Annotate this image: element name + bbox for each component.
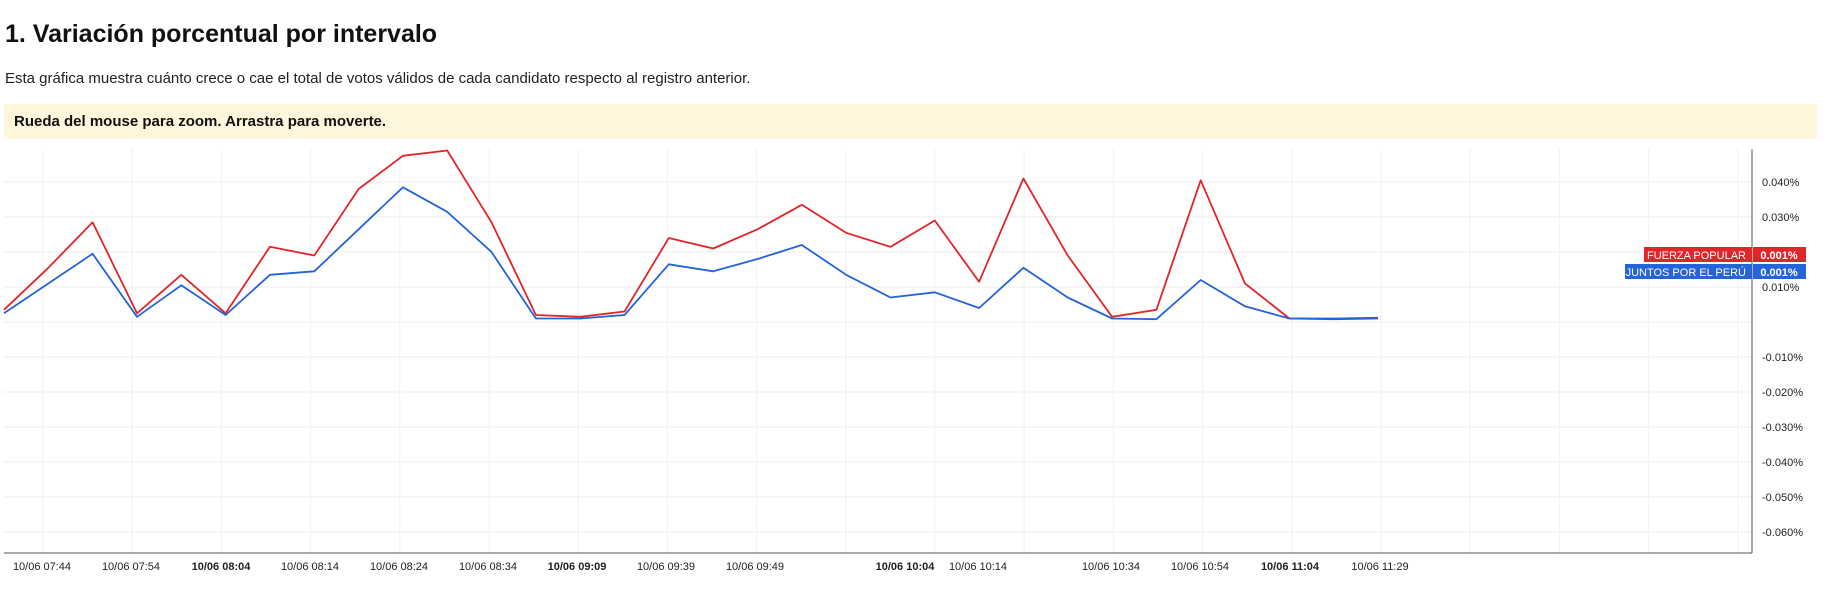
x-tick-label: 10/06 10:04 [876, 561, 936, 573]
y-tick-label: 0.040% [1762, 177, 1800, 189]
chart-grid [4, 149, 1752, 553]
series-value-tag [1753, 264, 1806, 279]
zoom-hint-text: Rueda del mouse para zoom. Arrastra para… [14, 113, 387, 130]
chart-series [3, 149, 1379, 321]
x-axis-labels: 10/06 07:44 10/06 07:54 10/06 08:04 10/06 0… [13, 561, 1409, 573]
x-tick-label: 10/06 10:34 [1082, 561, 1140, 573]
x-tick-label: 10/06 11:04 [1261, 561, 1320, 573]
series-name-label: JUNTOS POR EL PERÚ [1626, 266, 1746, 279]
series-name-tag [1625, 264, 1752, 279]
last-value-tags: FUERZA POPULAR 0.001% JUNTOS POR EL PERÚ 0.… [1625, 247, 1806, 279]
x-tick-label: 10/06 07:44 [13, 561, 71, 573]
y-tick-label: -0.050% [1762, 492, 1803, 504]
series-name-label: FUERZA POPULAR [1647, 250, 1746, 262]
series-name-tag [1644, 247, 1752, 262]
series-line-juntos-por-el-peru [3, 186, 1379, 321]
y-tick-label: -0.010% [1762, 352, 1803, 364]
chart-axes [4, 149, 1753, 554]
series-line-fuerza-popular [3, 149, 1379, 321]
x-tick-label: 10/06 09:39 [637, 561, 695, 573]
y-axis-labels: 0.040%0.030%0.020%0.010%-0.010%-0.020%-0… [1762, 177, 1803, 539]
series-value-tag [1753, 247, 1806, 262]
zoom-hint-banner: Rueda del mouse para zoom. Arrastra para… [4, 104, 1817, 139]
page-title: 1. Variación porcentual por intervalo [5, 20, 438, 48]
x-tick-label: 10/06 08:04 [192, 561, 252, 573]
y-tick-label: -0.020% [1762, 387, 1803, 399]
y-tick-label: 0.010% [1762, 282, 1800, 294]
x-tick-label: 10/06 09:09 [548, 561, 607, 573]
x-tick-label: 10/06 08:24 [370, 561, 428, 573]
y-tick-label: -0.030% [1762, 422, 1803, 434]
x-tick-label: 10/06 07:54 [102, 561, 160, 573]
x-tick-label: 10/06 08:34 [459, 561, 517, 573]
x-tick-label: 10/06 10:14 [949, 561, 1007, 573]
series-value-label: 0.001% [1760, 250, 1798, 262]
series-value-label: 0.001% [1760, 267, 1798, 279]
chart-description: Esta gráfica muestra cuánto crece o cae … [5, 70, 751, 87]
y-tick-label: -0.040% [1762, 457, 1803, 469]
y-tick-label: -0.060% [1762, 527, 1803, 539]
x-tick-label: 10/06 09:49 [726, 561, 784, 573]
variation-chart[interactable]: 0.040%0.030%0.020%0.010%-0.010%-0.020%-0… [0, 140, 1848, 593]
x-tick-label: 10/06 10:54 [1171, 561, 1229, 573]
y-tick-label: 0.030% [1762, 212, 1800, 224]
x-tick-label: 10/06 08:14 [281, 561, 339, 573]
x-tick-label: 10/06 11:29 [1351, 561, 1408, 573]
